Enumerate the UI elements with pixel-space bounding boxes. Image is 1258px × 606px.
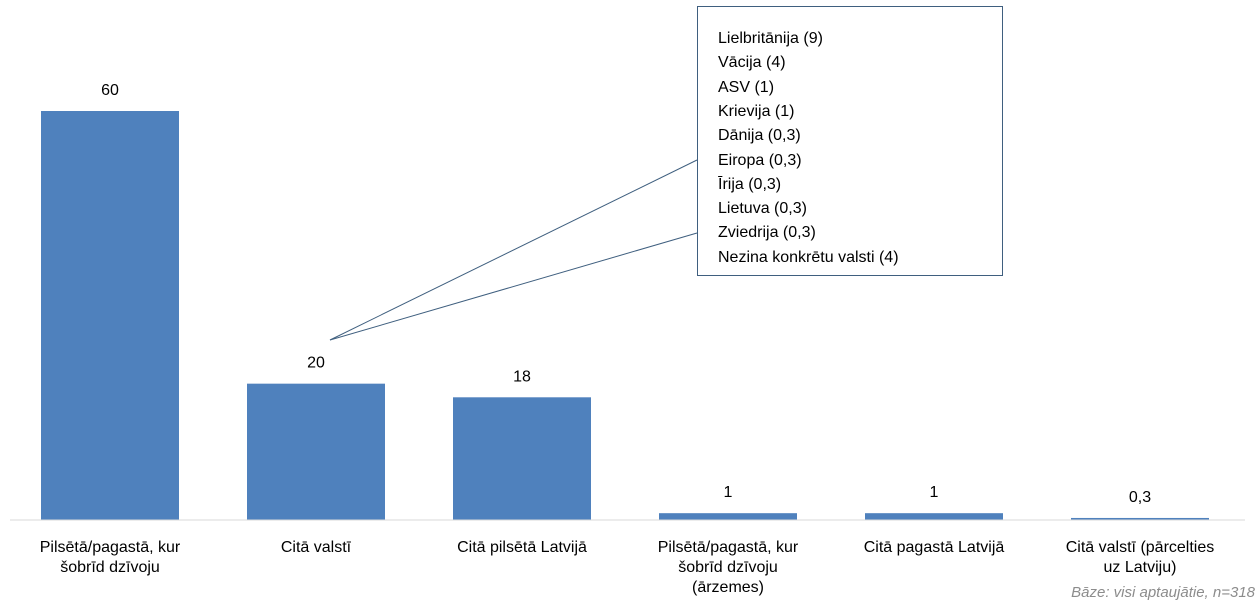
value-label: 1 xyxy=(930,484,939,501)
callout-item: Īrija (0,3) xyxy=(718,175,782,193)
bar xyxy=(659,513,797,520)
value-label: 20 xyxy=(307,355,325,372)
leader-line xyxy=(329,232,698,341)
x-tick-label: Citā pilsētā Latvijā xyxy=(457,539,587,556)
x-tick-label: Citā valstī xyxy=(280,539,352,556)
x-tick-label: Pilsētā/pagastā, kur šobrīd dzīvoju (ārz… xyxy=(657,539,799,596)
callout-item: Vācija (4) xyxy=(718,54,786,72)
bar xyxy=(1071,517,1209,520)
callout-item: Dānija (0,3) xyxy=(718,127,801,145)
callout-item: ASV (1) xyxy=(718,78,775,96)
footnote: Bāze: visi aptaujātie, n=318 xyxy=(1071,584,1255,601)
callout-item: Lietuva (0,3) xyxy=(718,200,807,218)
x-tick-label: Pilsētā/pagastā, kur šobrīd dzīvoju xyxy=(39,539,181,576)
value-label: 18 xyxy=(513,368,531,385)
callout-item: Lielbritānija (9) xyxy=(718,30,823,47)
callout-item: Nezina konkrētu valsti (4) xyxy=(718,248,899,266)
value-label: 1 xyxy=(724,484,733,501)
callout-item: Krievija (1) xyxy=(718,102,795,120)
leader-line xyxy=(329,159,698,341)
value-label: 0,3 xyxy=(1129,489,1151,506)
bar xyxy=(865,513,1003,520)
bar xyxy=(247,383,385,520)
value-label: 60 xyxy=(101,82,119,99)
callout-item: Eiropa (0,3) xyxy=(718,151,802,169)
bar xyxy=(453,397,591,520)
bar xyxy=(41,111,179,520)
x-tick-label: Citā pagastā Latvijā xyxy=(863,539,1005,556)
x-tick-label: Citā valstī (pārcelties uz Latviju) xyxy=(1065,539,1215,576)
callout-item: Zviedrija (0,3) xyxy=(718,224,816,242)
callout-box: Lielbritānija (9) Vācija (4) ASV (1) Krievi… xyxy=(697,6,1003,276)
